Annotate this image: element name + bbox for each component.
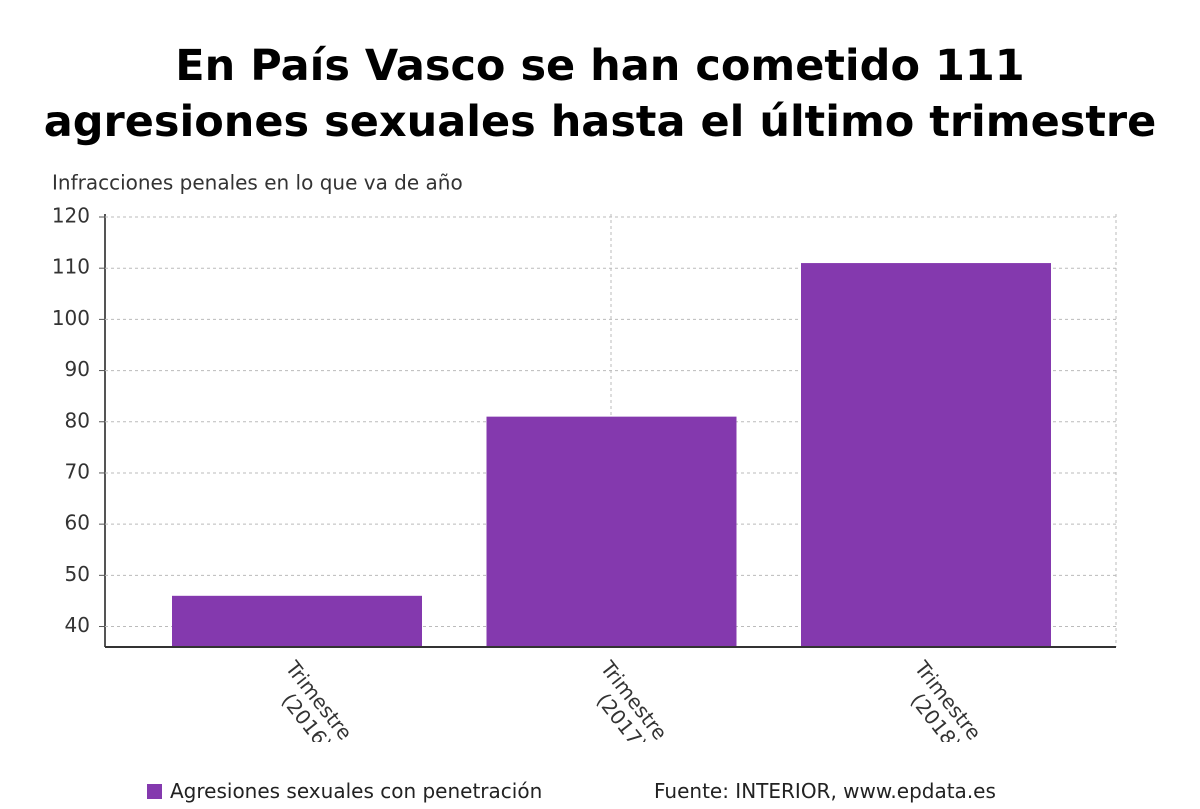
y-tick-label: 60 [65, 511, 90, 535]
y-tick-label: 50 [65, 562, 90, 586]
chart-subtitle: Infracciones penales en lo que va de año [52, 171, 463, 195]
y-tick-label: 70 [65, 459, 90, 483]
x-tick-label: Trimestre 4 (2016) [276, 656, 369, 742]
y-tick-label: 90 [65, 357, 90, 381]
x-tick-label: Trimestre 4 (2017) [591, 656, 684, 742]
y-tick-label: 120 [52, 204, 90, 228]
bar [172, 595, 422, 647]
chart-title: En País Vasco se han cometido 111 agresi… [43, 41, 1157, 147]
y-tick-label: 100 [52, 306, 90, 330]
legend-label: Agresiones sexuales con penetración [170, 779, 543, 803]
legend: Agresiones sexuales con penetración [147, 779, 542, 803]
bar [801, 263, 1051, 647]
y-tick-label: 110 [52, 255, 90, 279]
x-tick-label: Trimestre 4 (2018) [905, 656, 998, 742]
y-tick-label: 40 [65, 613, 90, 637]
bar [486, 416, 737, 647]
x-labels: Trimestre 4 (2016) Trimestre 4 (2017) Trim… [0, 648, 1200, 742]
legend-swatch [147, 783, 162, 799]
source: Fuente: INTERIOR, www.epdata.es [654, 779, 996, 803]
y-tick-label: 80 [65, 408, 90, 432]
